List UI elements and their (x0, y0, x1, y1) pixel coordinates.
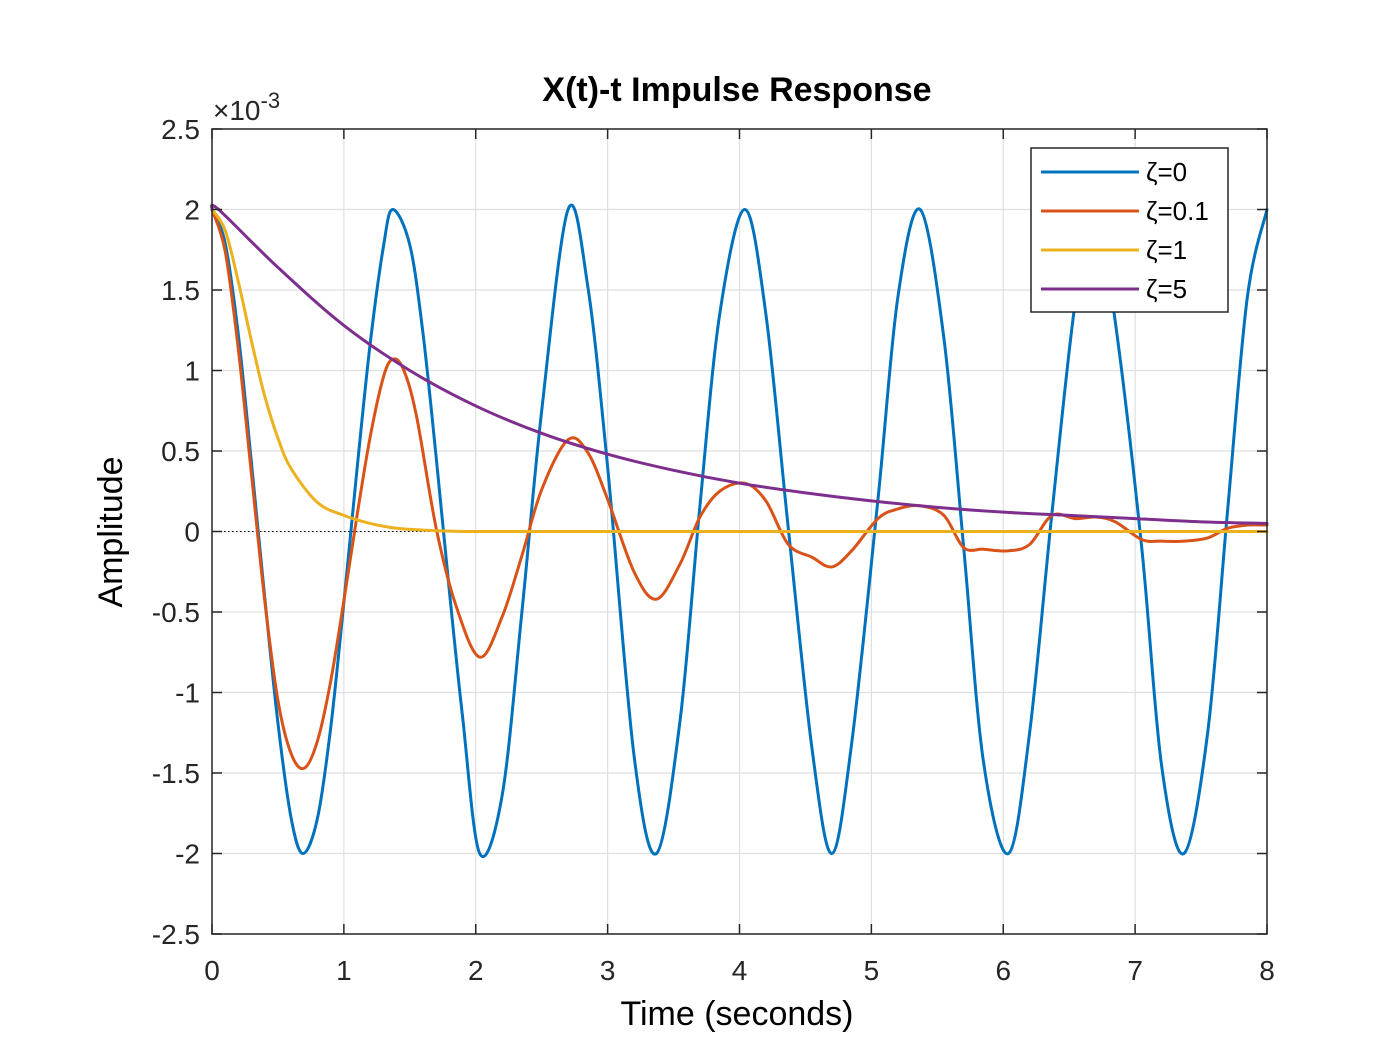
x-axis-label: Time (seconds) (620, 995, 853, 1033)
y-axis-exponent-label: ×10-3 (213, 88, 280, 126)
y-tick-label: -1 (175, 678, 200, 709)
tick-marks (211, 128, 1268, 935)
y-tick-label: 1 (184, 356, 200, 387)
y-tick-label: 0 (184, 517, 200, 548)
x-tick-label: 5 (864, 955, 880, 986)
x-tick-label: 2 (468, 955, 484, 986)
x-tick-label: 7 (1127, 955, 1143, 986)
legend: ζ=0 ζ=0.1 ζ=1 ζ=5 (1030, 147, 1229, 313)
legend-label: ζ=0.1 (1146, 196, 1209, 226)
series-line-3 (210, 203, 1269, 525)
x-tick-labels: 0 1 2 3 4 5 6 7 8 (204, 955, 1275, 986)
y-tick-labels: -2.5 -2 -1.5 -1 -0.5 0 0.5 1 1.5 2 2.5 (152, 114, 200, 950)
y-tick-label: -1.5 (152, 758, 200, 789)
legend-label: ζ=5 (1146, 274, 1187, 304)
chart-title: X(t)-t Impulse Response (542, 71, 931, 109)
legend-label: ζ=1 (1146, 235, 1187, 265)
y-tick-label: -2 (175, 839, 200, 870)
legend-box (1030, 147, 1229, 313)
y-exponent-power: -3 (261, 88, 281, 113)
y-tick-label: 2.5 (161, 114, 200, 145)
x-tick-label: 6 (995, 955, 1011, 986)
y-tick-label: 2 (184, 195, 200, 226)
y-tick-label: 1.5 (161, 275, 200, 306)
x-tick-label: 3 (600, 955, 616, 986)
y-exponent-base: ×10 (213, 95, 261, 126)
y-axis-label: Amplitude (92, 456, 130, 607)
x-tick-label: 4 (732, 955, 748, 986)
y-tick-label: -2.5 (152, 919, 200, 950)
legend-label: ζ=0 (1146, 157, 1187, 187)
y-tick-label: 0.5 (161, 436, 200, 467)
series-line-2 (210, 208, 1269, 534)
x-tick-label: 1 (336, 955, 352, 986)
x-tick-label: 0 (204, 955, 220, 986)
y-tick-label: -0.5 (152, 597, 200, 628)
legend-items: ζ=0 ζ=0.1 ζ=1 ζ=5 (1041, 157, 1209, 304)
x-tick-label: 8 (1259, 955, 1275, 986)
